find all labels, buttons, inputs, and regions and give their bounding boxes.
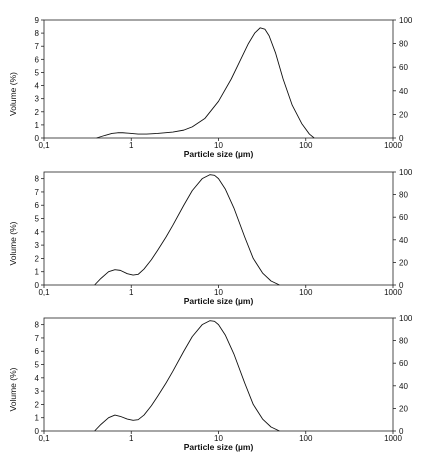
- y2-tick-label: 60: [399, 359, 408, 368]
- y-tick-label: 3: [35, 95, 40, 104]
- y-tick-label: 0: [35, 134, 40, 143]
- chart-panel-3: 0,1 1 10 100 1000012345678020406080100Partic…: [8, 314, 413, 452]
- y2-tick-label: 100: [399, 16, 413, 25]
- y-tick-label: 5: [35, 215, 40, 224]
- y2-tick-label: 40: [399, 382, 408, 391]
- y-tick-label: 0: [35, 281, 40, 290]
- y-tick-label: 8: [35, 321, 40, 330]
- y2-tick-label: 100: [399, 168, 413, 177]
- y-axis-title: Volume (%): [8, 72, 18, 116]
- x-tick-label: 10: [214, 141, 223, 150]
- y-tick-label: 3: [35, 241, 40, 250]
- y2-tick-label: 80: [399, 337, 408, 346]
- distribution-curve: [94, 320, 280, 432]
- y-axis-title: Volume (%): [8, 367, 18, 411]
- y-tick-label: 7: [35, 188, 40, 197]
- distribution-curve: [94, 174, 280, 286]
- y2-tick-label: 0: [399, 281, 404, 290]
- y-tick-label: 6: [35, 201, 40, 210]
- y2-tick-label: 60: [399, 63, 408, 72]
- x-tick-label: 10: [214, 434, 223, 443]
- y2-tick-label: 80: [399, 40, 408, 49]
- y-tick-label: 2: [35, 254, 40, 263]
- y2-tick-label: 20: [399, 404, 408, 413]
- y-tick-label: 8: [35, 175, 40, 184]
- chart-panel-1: 0,1 1 10 100 10000123456789020406080100Parti…: [8, 16, 413, 159]
- x-axis-title: Particle size (µm): [184, 442, 254, 452]
- x-tick-label: 1000: [384, 141, 402, 150]
- y-tick-label: 1: [35, 121, 40, 130]
- y2-tick-label: 20: [399, 110, 408, 119]
- x-tick-label: 1000: [384, 288, 402, 297]
- y2-tick-label: 40: [399, 236, 408, 245]
- y-tick-label: 4: [35, 374, 40, 383]
- x-axis-title: Particle size (µm): [184, 296, 254, 306]
- x-tick-label: 100: [299, 141, 313, 150]
- y2-tick-label: 0: [399, 134, 404, 143]
- y-tick-label: 5: [35, 68, 40, 77]
- y-tick-label: 1: [35, 414, 40, 423]
- y-tick-label: 2: [35, 400, 40, 409]
- y-tick-label: 7: [35, 42, 40, 51]
- y2-tick-label: 80: [399, 191, 408, 200]
- y-tick-label: 2: [35, 108, 40, 117]
- y2-tick-label: 0: [399, 427, 404, 436]
- y-tick-label: 6: [35, 347, 40, 356]
- x-tick-label: 100: [299, 434, 313, 443]
- y-tick-label: 6: [35, 55, 40, 64]
- y-tick-label: 5: [35, 361, 40, 370]
- plot-frame: [43, 317, 394, 432]
- x-tick-label: 100: [299, 288, 313, 297]
- x-tick-label: 0,1: [38, 434, 50, 443]
- x-tick-label: 1: [129, 141, 134, 150]
- plot-frame: [43, 171, 394, 286]
- y-tick-label: 4: [35, 228, 40, 237]
- y-tick-label: 8: [35, 29, 40, 38]
- y-axis-title: Volume (%): [8, 221, 18, 265]
- x-tick-label: 1000: [384, 434, 402, 443]
- distribution-curve: [96, 27, 315, 139]
- y-tick-label: 7: [35, 334, 40, 343]
- x-axis-title: Particle size (µm): [184, 149, 254, 159]
- y2-tick-label: 100: [399, 314, 413, 323]
- x-tick-label: 0,1: [38, 141, 50, 150]
- y2-tick-label: 60: [399, 213, 408, 222]
- y-tick-label: 0: [35, 427, 40, 436]
- y2-tick-label: 40: [399, 87, 408, 96]
- plot-frame: [43, 19, 394, 139]
- x-tick-label: 1: [129, 434, 134, 443]
- y-tick-label: 1: [35, 268, 40, 277]
- x-tick-label: 10: [214, 288, 223, 297]
- y-tick-label: 4: [35, 82, 40, 91]
- chart-panel-2: 0,1 1 10 100 1000012345678020406080100Partic…: [8, 168, 413, 306]
- y2-tick-label: 20: [399, 258, 408, 267]
- x-tick-label: 1: [129, 288, 134, 297]
- y-tick-label: 9: [35, 16, 40, 25]
- y-tick-label: 3: [35, 387, 40, 396]
- x-tick-label: 0,1: [38, 288, 50, 297]
